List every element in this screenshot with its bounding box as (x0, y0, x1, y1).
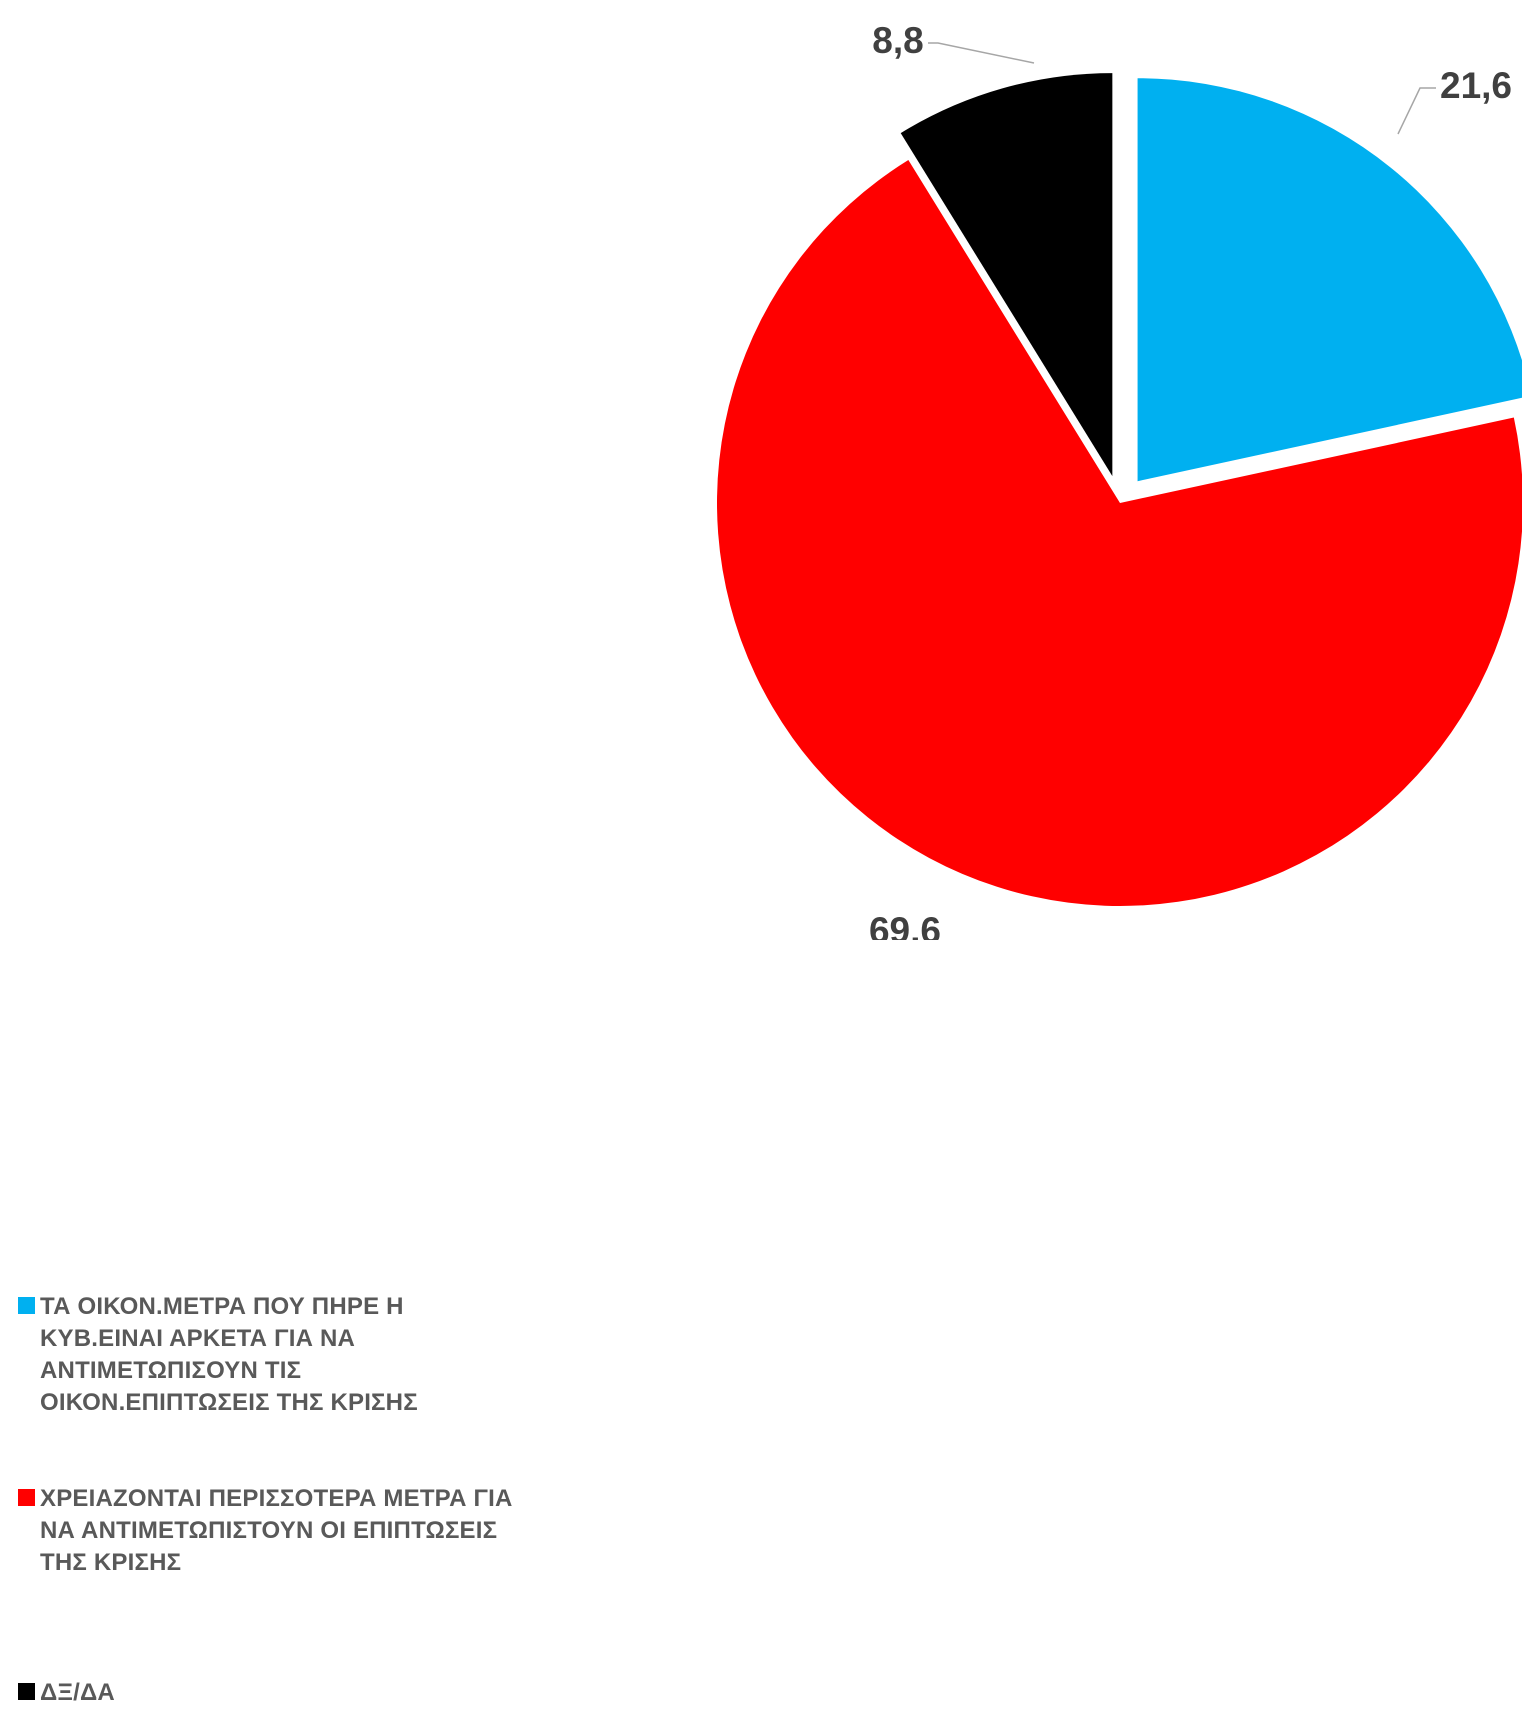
legend-swatch-blue (18, 1297, 35, 1314)
legend-swatch-black (18, 1683, 35, 1700)
legend-item-dont-know: ΔΞ/ΔΑ (18, 1677, 115, 1709)
data-label-dont-know: 8,8 (872, 20, 923, 61)
legend-label: ΔΞ/ΔΑ (40, 1679, 115, 1706)
slice-sufficient-measures (1137, 78, 1522, 482)
legend-item-sufficient-measures: ΤΑ ΟΙΚΟΝ.ΜΕΤΡΑ ΠΟΥ ΠΗΡΕ Η ΚΥΒ.ΕΙΝΑΙ ΑΡΚΕ… (18, 1291, 418, 1419)
slice-dont-know (900, 73, 1113, 477)
legend-item-more-measures: ΧΡΕΙΑΖΟΝΤΑΙ ΠΕΡΙΣΣΟΤΕΡΑ ΜΕΤΡΑ ΓΙΑ ΝΑ ΑΝΤ… (18, 1483, 513, 1579)
data-label-sufficient-measures: 21,6 (1440, 65, 1512, 106)
leader-line (1397, 87, 1436, 135)
pie-chart: 21,6 69,6 8,8 ΤΑ ΟΙΚΟΝ.ΜΕΤΡΑ ΠΟΥ ΠΗΡΕ Η ΚΥ… (18, 20, 1522, 1706)
legend-swatch-red (18, 1489, 35, 1506)
pie-svg: 21,6 69,6 8,8 (717, 20, 1522, 951)
legend-label: ΤΑ ΟΙΚΟΝ.ΜΕΤΡΑ ΠΟΥ ΠΗΡΕ Η ΚΥΒ.ΕΙΝΑΙ ΑΡΚΕ… (40, 1293, 418, 1416)
leader-line (928, 42, 1035, 64)
legend-label: ΧΡΕΙΑΖΟΝΤΑΙ ΠΕΡΙΣΣΟΤΕΡΑ ΜΕΤΡΑ ΓΙΑ ΝΑ ΑΝΤ… (40, 1485, 513, 1576)
data-label-more-measures: 69,6 (869, 910, 941, 940)
slice-more-measures (717, 160, 1522, 906)
